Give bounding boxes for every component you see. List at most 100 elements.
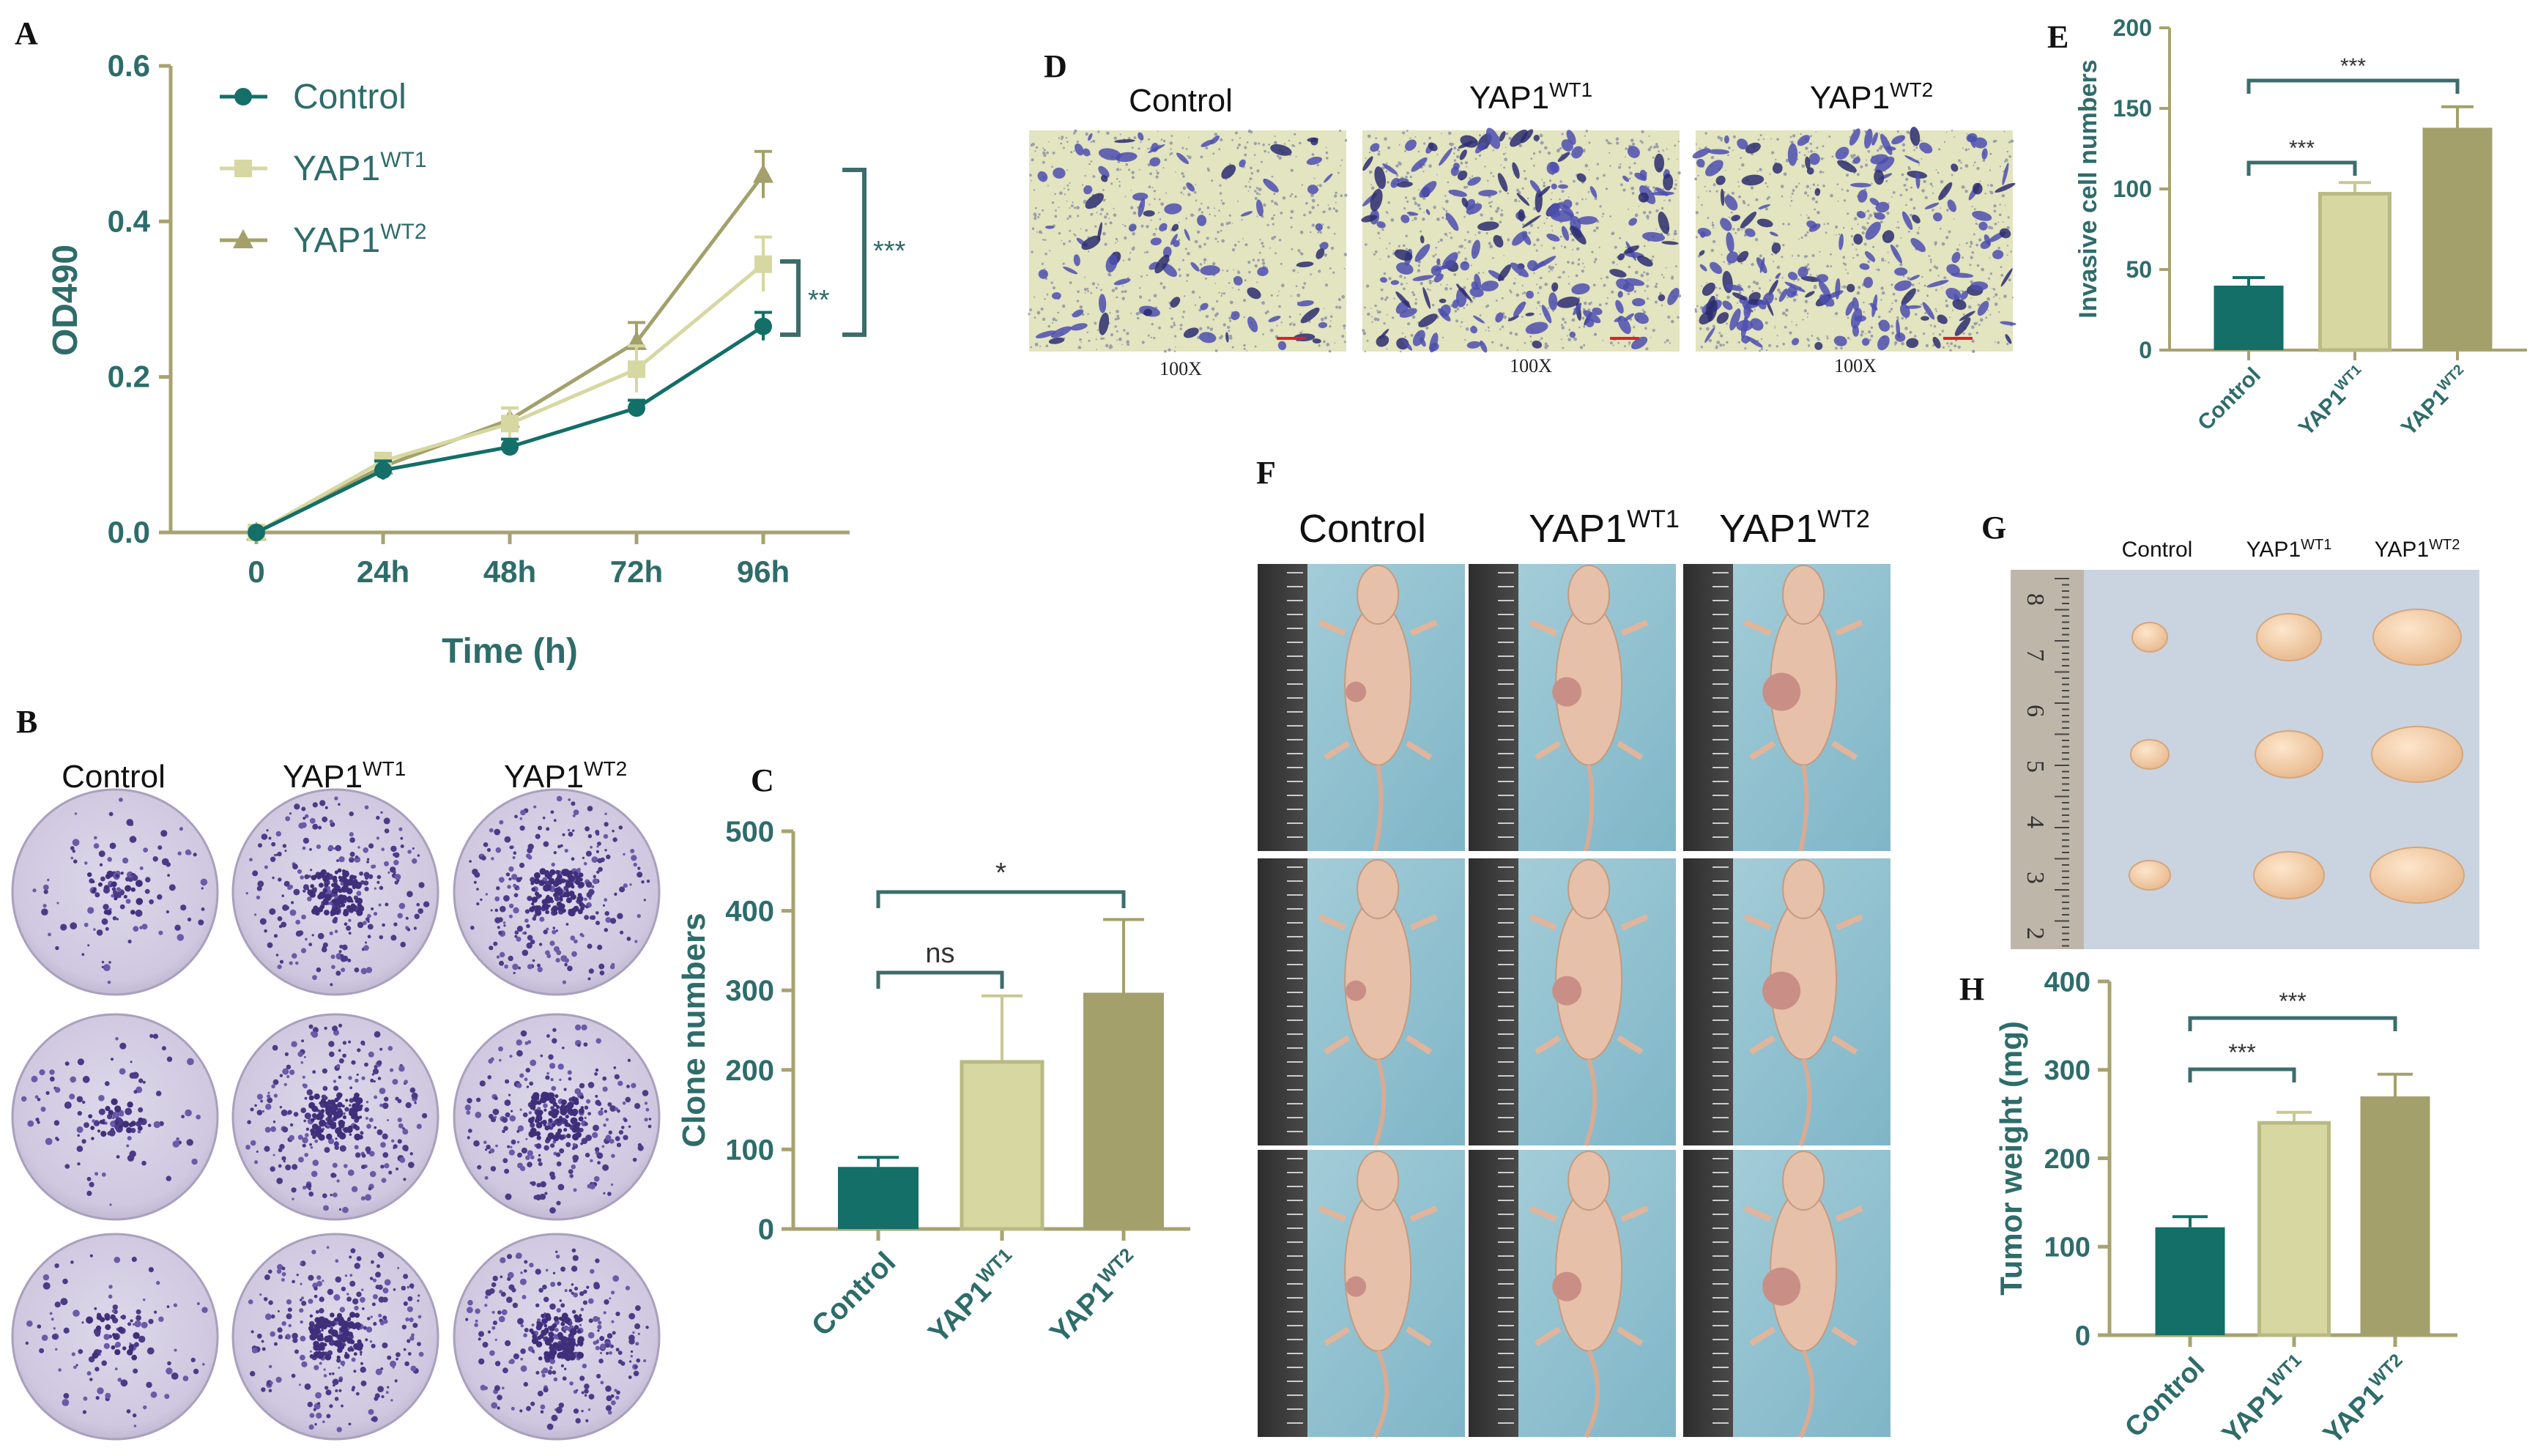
pore (1464, 248, 1466, 249)
pore (1971, 325, 1975, 330)
colony (322, 1420, 325, 1424)
colony (256, 1093, 263, 1100)
colony (595, 1317, 601, 1321)
invaded-cell (1532, 341, 1543, 349)
colony-cluster (356, 1345, 363, 1351)
pore (1380, 288, 1384, 291)
colony (289, 1134, 295, 1141)
colony (636, 1358, 641, 1363)
pore (1747, 204, 1750, 207)
invaded-cell (1412, 330, 1425, 346)
invaded-cell (1324, 173, 1333, 183)
colony (335, 1276, 342, 1283)
colony-cluster (572, 1125, 578, 1131)
colony (401, 1324, 407, 1330)
colony (508, 1093, 511, 1096)
colony (161, 1046, 166, 1051)
colony (630, 1355, 633, 1358)
pore (1737, 181, 1739, 183)
colony-cluster (543, 905, 549, 910)
colony (645, 1107, 650, 1112)
colony-cluster (568, 891, 575, 897)
pore (1546, 218, 1548, 220)
pore (1642, 211, 1647, 215)
pore (1997, 341, 2000, 344)
invaded-cell (1638, 192, 1649, 203)
colony (360, 1296, 366, 1303)
colony (388, 1170, 393, 1175)
colony-cluster (575, 879, 581, 885)
pore (1084, 175, 1086, 177)
colony (111, 1309, 116, 1313)
pore (1379, 237, 1381, 239)
colony (579, 1291, 585, 1296)
colony (562, 1376, 567, 1381)
colony (333, 1080, 337, 1083)
invaded-cell (1577, 216, 1598, 225)
invaded-cell (1044, 226, 1055, 229)
pore (1034, 343, 1039, 346)
pore (1387, 181, 1389, 184)
pore (1759, 254, 1762, 258)
colony (133, 1368, 138, 1374)
pore (1377, 231, 1380, 235)
invaded-cell (1477, 221, 1499, 231)
colony-cluster (531, 896, 538, 903)
colony (372, 864, 376, 869)
colony (574, 1088, 581, 1095)
pore (1130, 312, 1132, 314)
pore (1964, 164, 1969, 168)
pore (1028, 313, 1031, 316)
pore (1625, 156, 1626, 158)
colony (502, 1117, 508, 1123)
colony (598, 866, 603, 872)
pore (1073, 150, 1075, 152)
pore (1863, 242, 1867, 246)
colony-cluster (332, 1101, 335, 1104)
pore (1540, 245, 1543, 247)
colony (250, 1140, 256, 1146)
pore (1090, 141, 1093, 143)
colony (43, 889, 48, 894)
colony (245, 892, 248, 895)
pore (1581, 316, 1585, 320)
pore (1619, 163, 1622, 166)
pore (1552, 310, 1554, 313)
pore (1655, 229, 1658, 230)
pore (1198, 245, 1202, 249)
colony (363, 880, 369, 886)
pore (1036, 231, 1038, 233)
pore (1160, 138, 1163, 141)
colony-cluster (557, 870, 560, 874)
pore (1491, 341, 1494, 343)
colony-cluster (324, 1335, 331, 1343)
pore (1124, 196, 1127, 198)
colony (597, 944, 603, 951)
colony (503, 895, 510, 902)
colony (423, 901, 430, 907)
invaded-cell (1171, 223, 1179, 231)
colony (390, 845, 397, 853)
colony-cluster (563, 1128, 568, 1132)
colony (597, 1324, 602, 1330)
colony (126, 1409, 131, 1414)
pore (1798, 182, 1800, 185)
pore (1897, 221, 1899, 223)
colony (322, 1279, 324, 1282)
invaded-cell (1460, 261, 1470, 271)
colony (605, 1342, 610, 1348)
colony (87, 944, 90, 947)
pore (1038, 230, 1042, 234)
a-sig-bracket-1 (780, 259, 801, 337)
colony (520, 1357, 524, 1361)
pore (1262, 265, 1265, 267)
colony (522, 1295, 527, 1299)
colony (607, 1410, 612, 1415)
colony (77, 1162, 81, 1166)
pore (1694, 177, 1698, 181)
invaded-cell (1418, 313, 1438, 327)
pore (1840, 346, 1843, 350)
pore (1521, 187, 1524, 190)
pore (1233, 243, 1237, 247)
colony-cluster (568, 874, 575, 883)
